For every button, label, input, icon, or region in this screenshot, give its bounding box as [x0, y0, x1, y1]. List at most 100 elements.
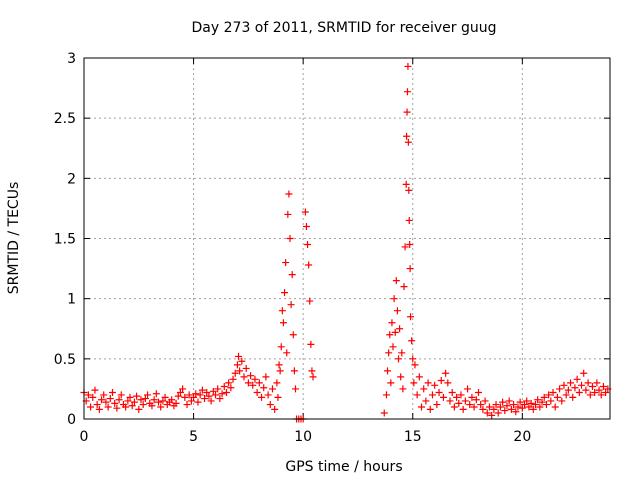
data-point	[401, 243, 409, 251]
data-point	[492, 401, 500, 409]
data-point	[514, 403, 522, 411]
grid-lines	[84, 58, 610, 419]
data-point	[407, 313, 415, 321]
data-point	[446, 397, 454, 405]
data-point	[578, 381, 586, 389]
data-point	[560, 381, 568, 389]
data-point	[126, 393, 134, 401]
data-point	[247, 372, 255, 380]
data-point	[422, 397, 430, 405]
data-point	[122, 403, 130, 411]
data-point	[244, 379, 252, 387]
data-point	[93, 401, 101, 409]
data-point	[385, 349, 393, 357]
x-tick-label: 5	[189, 429, 198, 445]
data-point	[307, 340, 315, 348]
data-point	[403, 88, 411, 96]
data-point	[155, 398, 163, 406]
data-point	[562, 391, 570, 399]
y-tick-label: 1	[67, 292, 76, 308]
x-tick-label: 15	[404, 429, 422, 445]
data-point	[593, 379, 601, 387]
data-point	[505, 397, 513, 405]
data-point	[386, 331, 394, 339]
data-point	[264, 391, 272, 399]
data-point	[283, 349, 291, 357]
data-point	[157, 403, 165, 411]
data-point	[408, 337, 416, 345]
data-point	[450, 403, 458, 411]
data-point	[194, 398, 202, 406]
data-point	[558, 397, 566, 405]
data-point	[529, 405, 537, 413]
data-point	[390, 295, 398, 303]
data-point	[468, 393, 476, 401]
data-point	[501, 407, 509, 415]
data-point	[396, 325, 404, 333]
data-point	[275, 361, 283, 369]
data-point	[575, 389, 583, 397]
data-point	[150, 396, 158, 404]
data-point	[124, 397, 132, 405]
data-point	[168, 396, 176, 404]
data-point	[547, 397, 555, 405]
data-point	[380, 409, 388, 417]
x-tick-label: 0	[80, 429, 89, 445]
data-point	[306, 297, 314, 305]
axis-ticks	[83, 57, 610, 420]
data-point	[420, 385, 428, 393]
data-point	[475, 389, 482, 397]
data-point	[531, 401, 539, 409]
data-point	[284, 210, 292, 218]
data-point	[437, 376, 445, 384]
data-point	[553, 393, 561, 401]
data-point	[455, 399, 463, 407]
data-point	[406, 241, 414, 249]
data-point	[251, 375, 259, 383]
data-point	[384, 367, 392, 375]
y-tick-labels: 0 0.5 1 1.5 2 2.5 3	[54, 51, 76, 428]
data-point	[516, 398, 524, 406]
data-point	[483, 409, 491, 417]
data-point	[397, 373, 405, 381]
data-point	[274, 393, 282, 401]
data-point	[144, 391, 152, 399]
data-point	[218, 390, 226, 398]
data-point	[229, 375, 237, 383]
data-point	[130, 398, 138, 406]
data-point	[181, 393, 189, 401]
data-point	[207, 397, 215, 405]
data-point	[382, 391, 390, 399]
data-point	[551, 403, 559, 411]
data-point	[276, 367, 284, 375]
data-point	[271, 405, 279, 413]
x-tick-labels: 0 5 10 15 20	[80, 429, 532, 445]
data-point	[582, 386, 590, 394]
data-point	[591, 389, 599, 397]
data-point	[586, 391, 594, 399]
data-point	[183, 401, 191, 409]
data-point	[538, 398, 546, 406]
data-point	[196, 391, 204, 399]
data-point	[262, 373, 270, 381]
data-point	[464, 385, 472, 393]
data-point	[542, 401, 550, 409]
data-point	[470, 403, 478, 411]
data-point	[415, 373, 423, 381]
data-point	[523, 397, 531, 405]
data-point	[290, 367, 298, 375]
data-point	[387, 379, 395, 387]
data-point	[426, 405, 434, 413]
y-tick-label: 1.5	[54, 232, 76, 248]
data-point	[231, 369, 239, 377]
data-point	[301, 208, 309, 216]
data-point	[510, 401, 518, 409]
data-point	[466, 401, 474, 409]
data-point	[291, 385, 299, 393]
data-point	[198, 386, 206, 394]
data-point	[91, 386, 99, 394]
data-point	[525, 403, 533, 411]
data-point	[137, 396, 145, 404]
data-point	[518, 404, 526, 412]
